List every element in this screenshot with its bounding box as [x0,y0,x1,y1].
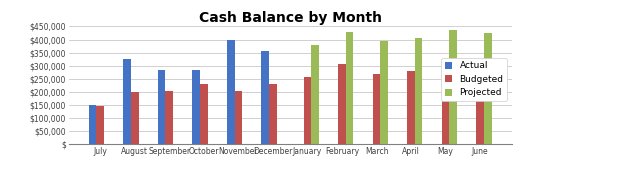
Bar [311,45,319,144]
Bar [227,39,235,144]
Bar [235,91,242,144]
Bar [415,38,422,144]
Bar [96,106,104,144]
Bar [200,84,208,144]
Bar [89,105,96,144]
Bar [380,41,388,144]
Bar [373,74,380,144]
Bar [449,30,457,144]
Bar [131,92,139,144]
Bar [346,32,353,144]
Title: Cash Balance by Month: Cash Balance by Month [198,11,382,25]
Bar [476,64,484,144]
Bar [261,51,269,144]
Bar [407,71,415,144]
Bar [304,77,311,144]
Bar [124,59,131,144]
Bar [484,33,492,144]
Bar [338,64,346,144]
Bar [165,91,173,144]
Bar [158,70,165,144]
Legend: Actual, Budgeted, Projected: Actual, Budgeted, Projected [442,58,507,101]
Bar [442,62,449,144]
Bar [192,70,200,144]
Bar [269,84,276,144]
